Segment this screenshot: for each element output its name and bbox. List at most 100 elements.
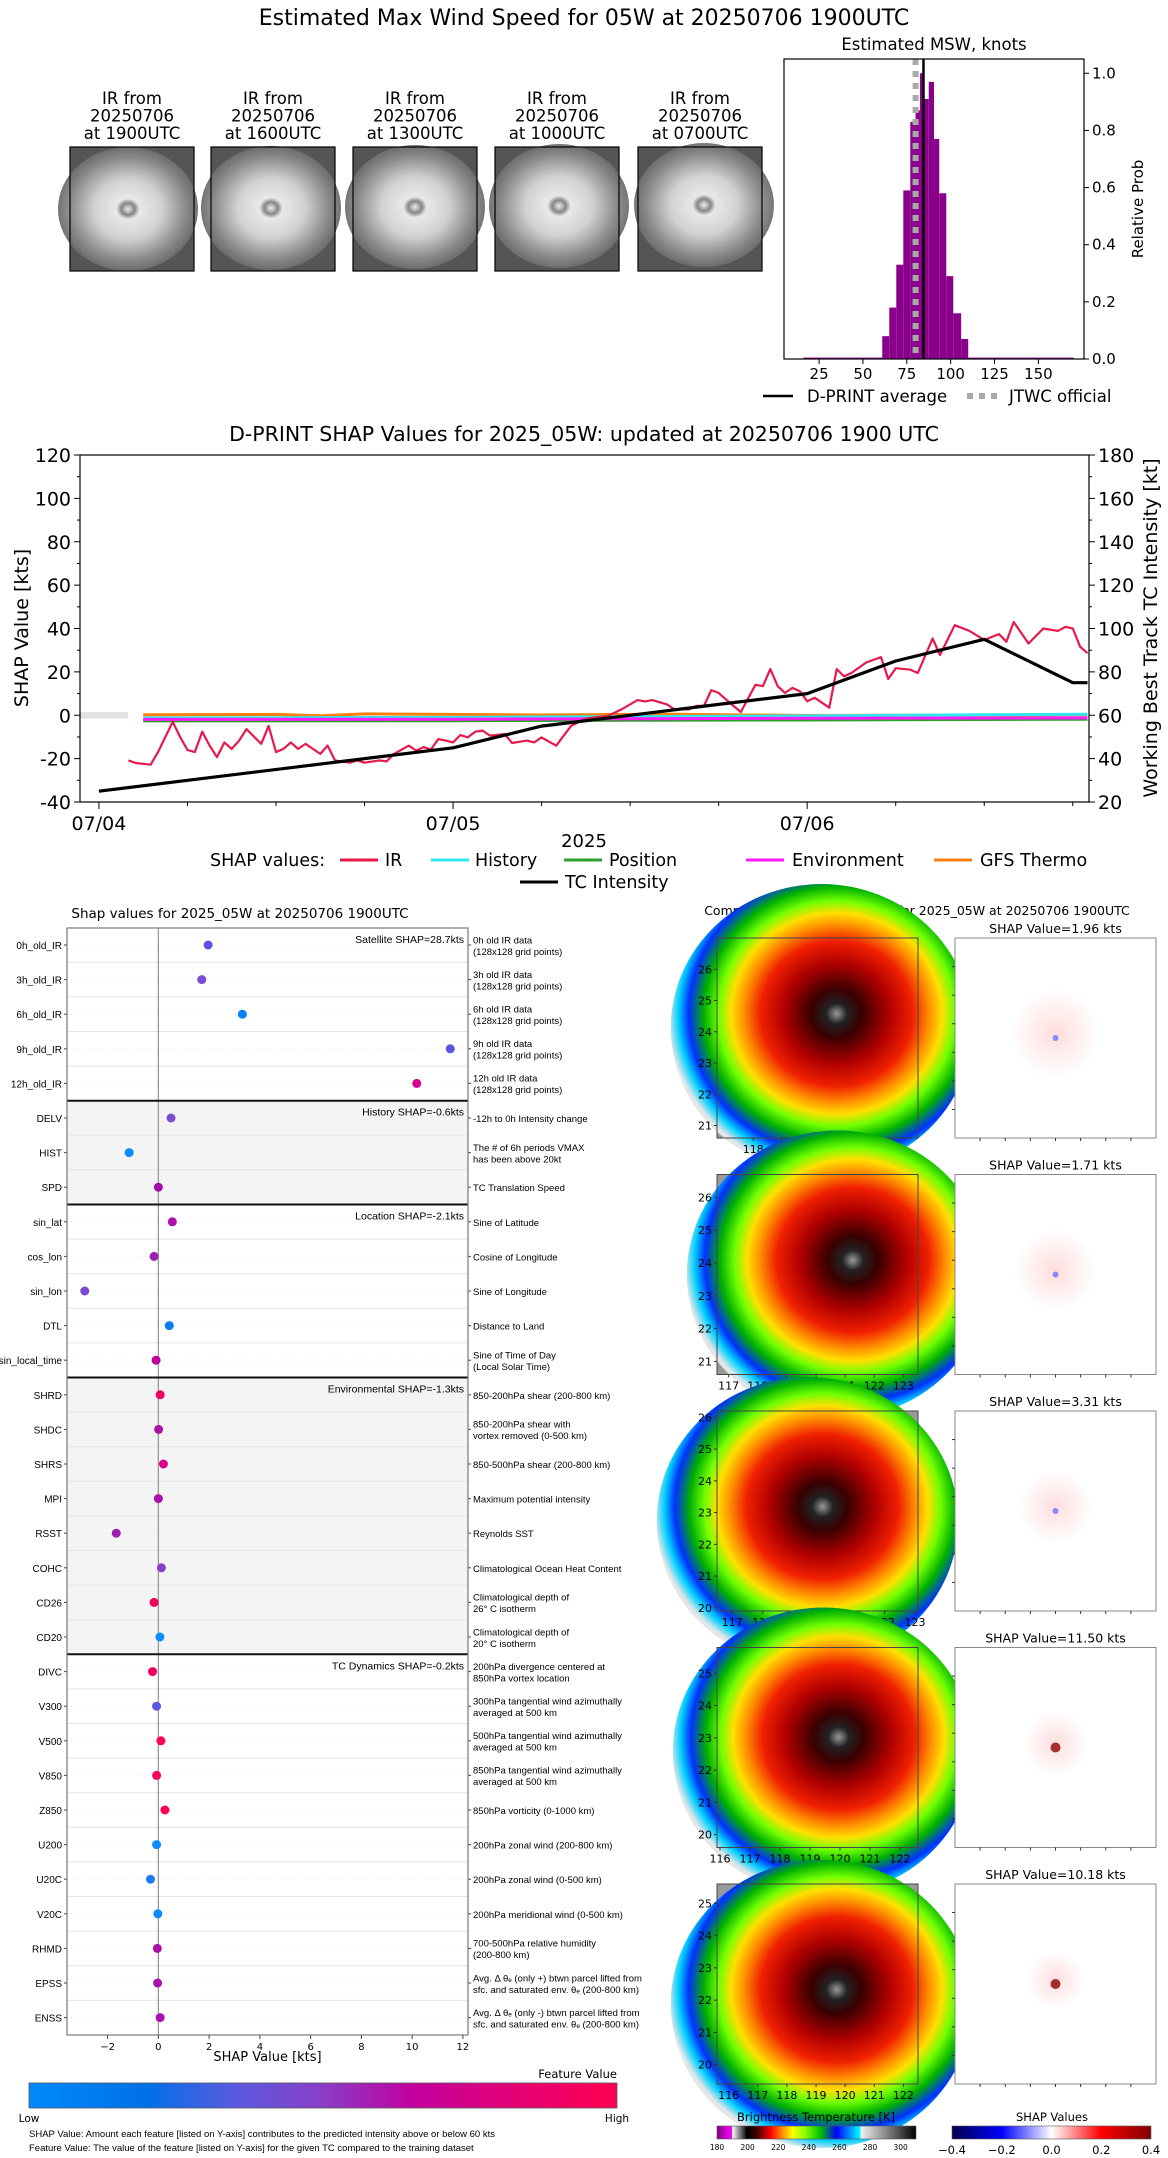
x-tick-label: 150 [1024, 365, 1053, 383]
feature-value-colorbar-title: Feature Value [538, 2067, 617, 2081]
x-tick-label: 07/04 [72, 813, 127, 835]
section-shap-total: History SHAP=-0.6kts [362, 1107, 464, 1119]
shap-hotspot [1052, 1271, 1059, 1278]
colorbar-low-label: Low [19, 2113, 40, 2125]
shap-dot-U20C [145, 1874, 155, 1884]
lon-tick-label: 122 [893, 2089, 914, 2102]
storm-cloud [58, 147, 198, 271]
lon-tick-label: 120 [835, 2089, 856, 2102]
histogram-bar [953, 313, 962, 359]
feature-label: sin_lat [33, 1218, 62, 1229]
feature-label: SHDC [34, 1425, 62, 1436]
series-line-environment [143, 716, 1088, 721]
feature-description: 6h old IR data [473, 1004, 533, 1015]
histogram-bar [946, 276, 954, 359]
legend-label-history: History [475, 851, 537, 871]
feature-label: Z850 [39, 1806, 62, 1817]
shap-panel-title: SHAP Value=10.18 kts [985, 1867, 1126, 1882]
shap-attribution-image [954, 1174, 1157, 1375]
feature-value-colorbar [28, 2082, 618, 2109]
ir-brightness-image [656, 1377, 959, 1665]
thumbnail-title: 20250706 [658, 107, 742, 126]
feature-description: (Local Solar Time) [473, 1362, 550, 1373]
dot-chart-frame [66, 927, 469, 2036]
lat-tick-label: 24 [698, 1475, 712, 1488]
shap-dot-V300 [152, 1701, 162, 1711]
feature-description: 850hPa tangential wind azimuthally [473, 1766, 622, 1777]
feature-label: HIST [39, 1149, 62, 1160]
y-tick-label: 120 [35, 445, 71, 467]
shap-dot-SHDC [154, 1424, 164, 1434]
feature-description: Distance to Land [473, 1322, 544, 1333]
shap-dot-COHC [156, 1563, 166, 1573]
y-tick-label: -40 [40, 792, 71, 814]
histogram-title: Estimated MSW, knots [841, 35, 1026, 54]
thumbnail-title: 20250706 [231, 107, 315, 126]
feature-description: Maximum potential intensity [473, 1495, 590, 1506]
y-tick-label: 0.2 [1092, 293, 1116, 311]
ir-brightness-image [670, 1860, 973, 2148]
y-right-tick-label: 180 [1098, 445, 1134, 467]
x-tick-label: 10 [406, 2042, 419, 2053]
storm-cloud [345, 145, 485, 269]
lat-tick-label: 26 [698, 963, 712, 976]
x-tick-label: 07/06 [780, 813, 835, 835]
x-tick-label: 100 [936, 365, 965, 383]
feature-description: averaged at 500 km [473, 1708, 557, 1719]
histogram-bar [968, 357, 1074, 359]
feature-label: 3h_old_IR [16, 976, 62, 987]
section-shap-total: Satellite SHAP=28.7kts [355, 934, 464, 946]
x-tick-label: 125 [980, 365, 1009, 383]
y-right-tick-label: 40 [1098, 749, 1122, 771]
x-tick-label: 8 [358, 2042, 364, 2053]
x-axis-label: 2025 [561, 831, 607, 852]
thumbnail-title: at 1300UTC [367, 124, 464, 143]
shap-dot-HIST [124, 1148, 134, 1158]
lon-tick-label: 123 [893, 1380, 914, 1393]
timeseries-title: D-PRINT SHAP Values for 2025_05W: update… [229, 422, 939, 447]
legend-dprint-label: D-PRINT average [807, 387, 947, 406]
shap-values-colorbar [951, 2125, 1152, 2140]
feature-description: 850-500hPa shear (200-800 km) [473, 1460, 610, 1471]
lat-tick-label: 22 [698, 1323, 712, 1336]
shap-dot-MPI [153, 1494, 163, 1504]
shap-attribution-image [954, 1647, 1157, 1848]
shap-dot-V500 [156, 1736, 166, 1746]
feature-description: 200hPa divergence centered at [473, 1662, 605, 1673]
thumbnail-frame [210, 146, 336, 272]
timeseries-frame [79, 454, 1090, 803]
feature-description: (128x128 grid points) [473, 1085, 562, 1096]
lat-tick-label: 26 [698, 1191, 712, 1204]
feature-description: 200hPa zonal wind (0-500 km) [473, 1875, 602, 1886]
x-tick-label: 50 [853, 365, 872, 383]
x-tick-label: 0 [155, 2042, 161, 2053]
y-tick-label: 0.6 [1092, 179, 1116, 197]
feature-description: Sine of Time of Day [473, 1350, 556, 1361]
x-tick-label: 4 [257, 2042, 263, 2053]
shap-panel-title: SHAP Value=1.71 kts [989, 1158, 1122, 1173]
lat-tick-label: 22 [698, 1764, 712, 1777]
lat-tick-label: 25 [698, 995, 712, 1008]
lat-tick-label: 21 [698, 2026, 712, 2039]
lon-tick-label: 117 [747, 2089, 768, 2102]
histogram-bar [803, 357, 883, 359]
feature-label: ENSS [35, 2014, 63, 2025]
lat-tick-label: 21 [698, 1120, 712, 1133]
feature-label: V850 [39, 1771, 63, 1782]
lat-tick-label: 24 [698, 1930, 712, 1943]
shap-cbar-tick-label: −0.4 [938, 2143, 966, 2157]
shap-dot-sin_local_time [151, 1355, 161, 1365]
storm-cloud-shield [686, 1130, 989, 1419]
feature-label: U20C [36, 1875, 62, 1886]
lat-tick-label: 25 [698, 1443, 712, 1456]
feature-description: 26° C isotherm [473, 1604, 536, 1615]
histogram-bar [915, 110, 920, 359]
histogram-frame [783, 58, 1085, 360]
thumbnail-title: IR from [102, 89, 162, 108]
shap-dot-RSST [111, 1528, 121, 1538]
bt-tick-label: 300 [894, 2143, 909, 2152]
bt-colorbar-title: Brightness Temperature [K] [737, 2110, 895, 2124]
brightness-temperature-colorbar [716, 2125, 917, 2140]
feature-description: averaged at 500 km [473, 1743, 557, 1754]
